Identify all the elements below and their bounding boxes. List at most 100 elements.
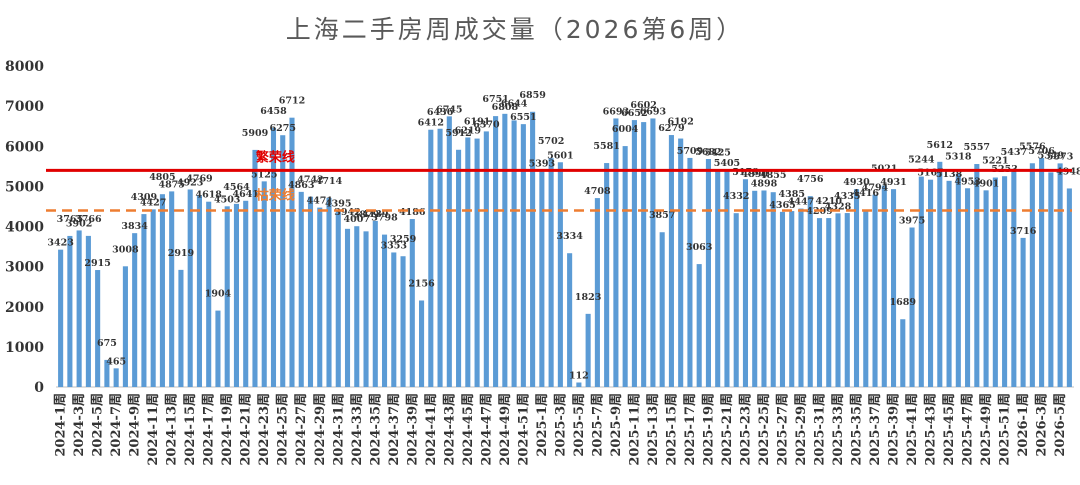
data-label: 4564 [223,182,250,193]
bar [733,213,739,387]
data-label: 1689 [890,297,917,308]
data-label: 4855 [760,170,786,181]
data-label: 4898 [751,178,778,189]
x-tick-label: 2025-17周 [683,393,698,466]
x-tick-label: 2026-1周 [1016,393,1031,457]
bar [465,137,471,387]
bar [317,207,323,387]
data-label: 3765 [57,214,83,225]
bar [122,266,128,387]
bar [289,117,295,387]
bar [807,196,813,387]
bar [678,138,684,387]
bar [835,213,841,387]
bar [95,270,101,387]
y-tick-label: 5000 [5,179,44,195]
bar [585,313,591,387]
data-label: 5405 [714,158,740,169]
data-label: 4210 [816,196,843,207]
data-label: 3716 [1010,226,1037,237]
data-label: 6712 [279,96,305,107]
bar [243,200,249,387]
bar [826,218,832,387]
data-label: 4332 [723,191,749,202]
bar [58,249,64,387]
data-label: 6219 [455,125,482,136]
x-tick-label: 2025-21周 [720,393,735,466]
data-label: 5576 [1019,141,1046,152]
boom-bust-line-label: 枯荣线 [256,187,295,203]
data-label: 5909 [242,128,269,139]
bar [1066,188,1072,387]
x-tick-label: 2025-41周 [905,393,920,466]
data-label: 6693 [603,106,629,117]
bar [132,233,138,387]
data-label: 6808 [492,102,519,113]
data-label: 4769 [186,174,213,185]
bar [159,194,165,387]
x-tick-label: 2024-43周 [442,393,457,466]
bar [622,146,628,387]
bar [937,161,943,387]
y-tick-label: 1000 [5,340,44,356]
bar [844,213,850,387]
data-label: 3423 [47,238,73,249]
bar [900,319,906,387]
bar [270,127,277,388]
bar [853,189,860,387]
x-tick-label: 2025-15周 [664,393,679,466]
data-label: 675 [97,338,117,349]
bar [1048,172,1054,387]
data-label: 5612 [927,140,953,151]
bar [798,208,804,387]
data-label: 4794 [862,183,889,194]
x-tick-label: 2025-13周 [646,393,661,466]
bar [224,206,230,387]
data-label: 4875 [158,179,184,190]
data-label: 4930 [843,177,870,188]
data-label: 4328 [825,201,852,212]
x-tick-label: 2025-7周 [590,393,605,457]
x-tick-label: 2024-23周 [257,393,272,466]
data-label: 5167 [917,168,943,179]
data-label: 2915 [84,258,110,269]
data-label: 6412 [418,118,444,129]
data-label: 5557 [964,142,990,153]
x-tick-label: 2025-45周 [942,393,957,466]
bar [576,382,582,387]
bar [659,232,665,387]
bar [474,138,480,387]
x-tick-label: 2024-47周 [479,393,494,466]
bar [974,164,980,387]
x-tick-label: 2024-33周 [350,393,365,466]
x-tick-label: 2024-5周 [91,393,106,457]
x-tick-label: 2024-49周 [498,393,513,466]
data-label: 5138 [936,169,963,180]
y-tick-label: 6000 [5,139,44,155]
bar [113,368,119,387]
x-tick-label: 2025-49周 [979,393,994,466]
bar [724,170,730,387]
x-tick-label: 2024-3周 [72,393,87,457]
y-tick-label: 2000 [5,300,44,316]
bar [539,170,545,387]
data-label: 3353 [381,240,407,251]
data-label: 6745 [436,104,462,115]
data-label: 6859 [519,90,546,101]
x-tick-label: 2024-11周 [146,393,161,466]
data-label: 5318 [945,152,972,163]
x-tick-label: 2024-37周 [387,393,402,466]
x-tick-label: 2025-31周 [813,393,828,466]
y-tick-label: 3000 [5,260,44,276]
x-tick-label: 2025-19周 [701,393,716,466]
data-label: 1904 [205,289,232,300]
data-label: 6602 [630,100,656,111]
x-tick-label: 2024-1周 [54,393,69,457]
x-tick-label: 2025-35周 [850,393,865,466]
bar [483,131,489,387]
bar [150,209,156,387]
x-tick-label: 2025-27周 [775,393,790,466]
bar [67,235,73,387]
bar [280,135,286,387]
